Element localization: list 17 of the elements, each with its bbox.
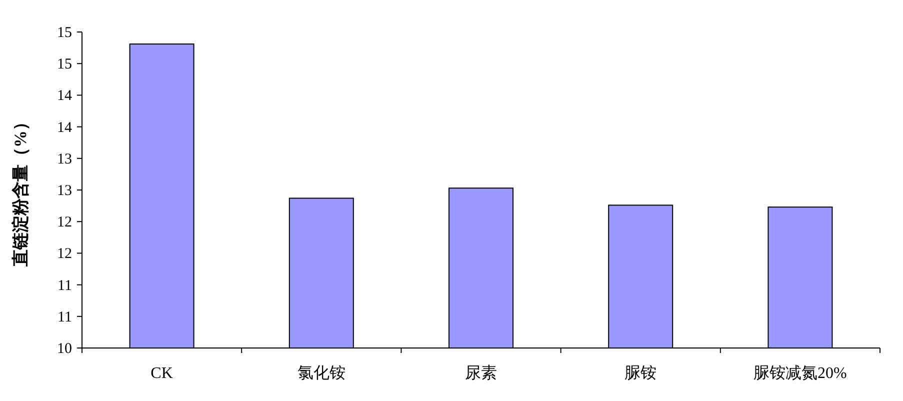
x-tick-label: 尿素: [465, 364, 497, 382]
y-tick-label: 13: [57, 151, 72, 168]
x-tick-label: 脲铵减氮20%: [754, 364, 847, 382]
x-tick-label: CK: [150, 365, 174, 382]
y-tick-label: 15: [57, 25, 72, 41]
x-tick-label: 氯化铵: [297, 365, 346, 382]
y-tick-label: 13: [57, 183, 72, 199]
y-tick-label: 11: [58, 309, 72, 326]
y-tick-label: 12: [57, 214, 72, 231]
y-tick-label: 14: [57, 120, 72, 136]
y-axis-title: 直链淀粉含量（%）: [11, 114, 30, 268]
y-tick-label: 11: [58, 278, 72, 294]
y-tick-label: 10: [57, 341, 72, 357]
x-tick-label: 脲铵: [624, 365, 657, 382]
y-tick-label: 12: [57, 246, 72, 262]
y-tick-label: 15: [57, 56, 72, 73]
y-tick-label: 14: [57, 88, 72, 104]
